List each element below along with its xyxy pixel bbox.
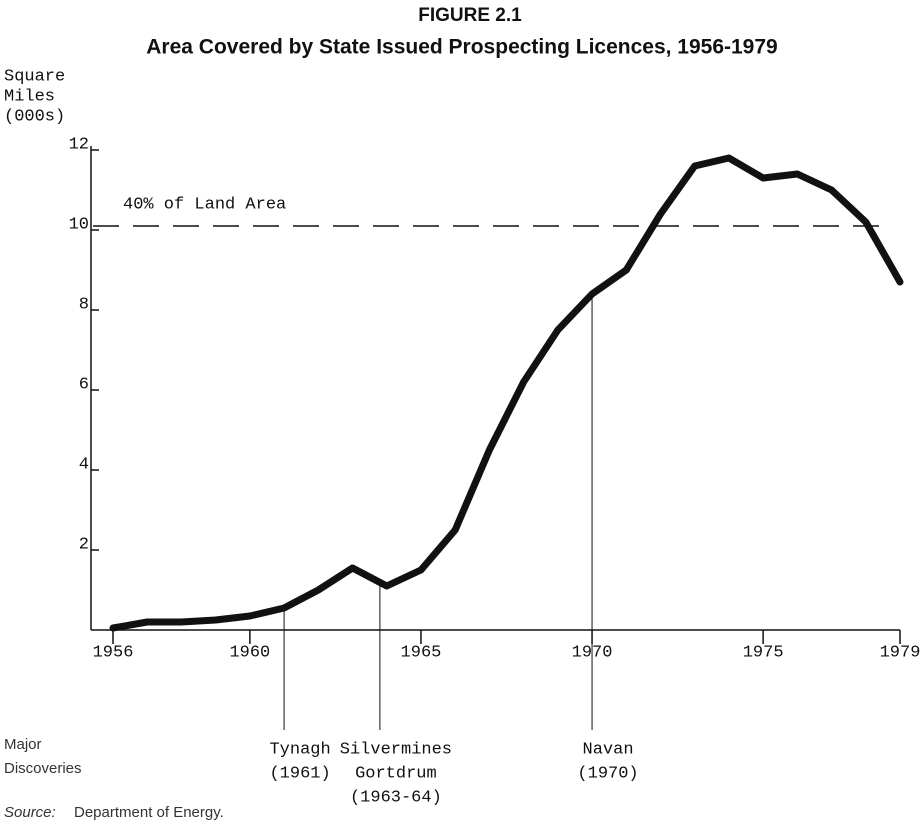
discovery-label: Gortdrum <box>355 764 437 783</box>
y-tick-label: 12 <box>69 135 89 154</box>
y-tick-label: 4 <box>79 455 89 474</box>
y-tick-label: 10 <box>69 215 89 234</box>
x-tick-label: 1965 <box>401 643 442 662</box>
chart-title: FIGURE 2.1 <box>418 5 522 26</box>
x-tick-label: 1979 <box>880 643 921 662</box>
x-tick-label: 1975 <box>743 643 784 662</box>
y-tick-label: 2 <box>79 535 89 554</box>
y-axis-label: Square <box>4 67 65 86</box>
discovery-label: (1970) <box>577 764 638 783</box>
discoveries-label: Discoveries <box>4 760 82 777</box>
source-label: Source: <box>4 804 56 821</box>
reference-label: 40% of Land Area <box>123 195 286 214</box>
y-axis-label: (000s) <box>4 107 65 126</box>
discovery-label: Tynagh <box>269 740 330 759</box>
y-axis-label: Miles <box>4 87 55 106</box>
source: Department of Energy. <box>74 804 224 821</box>
data-line <box>109 154 904 632</box>
discovery-label: (1961) <box>269 764 330 783</box>
y-tick-label: 6 <box>79 375 89 394</box>
chart-subtitle: Area Covered by State Issued Prospecting… <box>146 36 777 59</box>
discovery-label: Silvermines <box>340 740 452 759</box>
discovery-label: Navan <box>583 740 634 759</box>
x-tick-label: 1956 <box>93 643 134 662</box>
x-tick-label: 1960 <box>229 643 270 662</box>
y-tick-label: 8 <box>79 295 89 314</box>
discoveries-label: Major <box>4 736 42 753</box>
discovery-label: (1963-64) <box>350 788 442 807</box>
